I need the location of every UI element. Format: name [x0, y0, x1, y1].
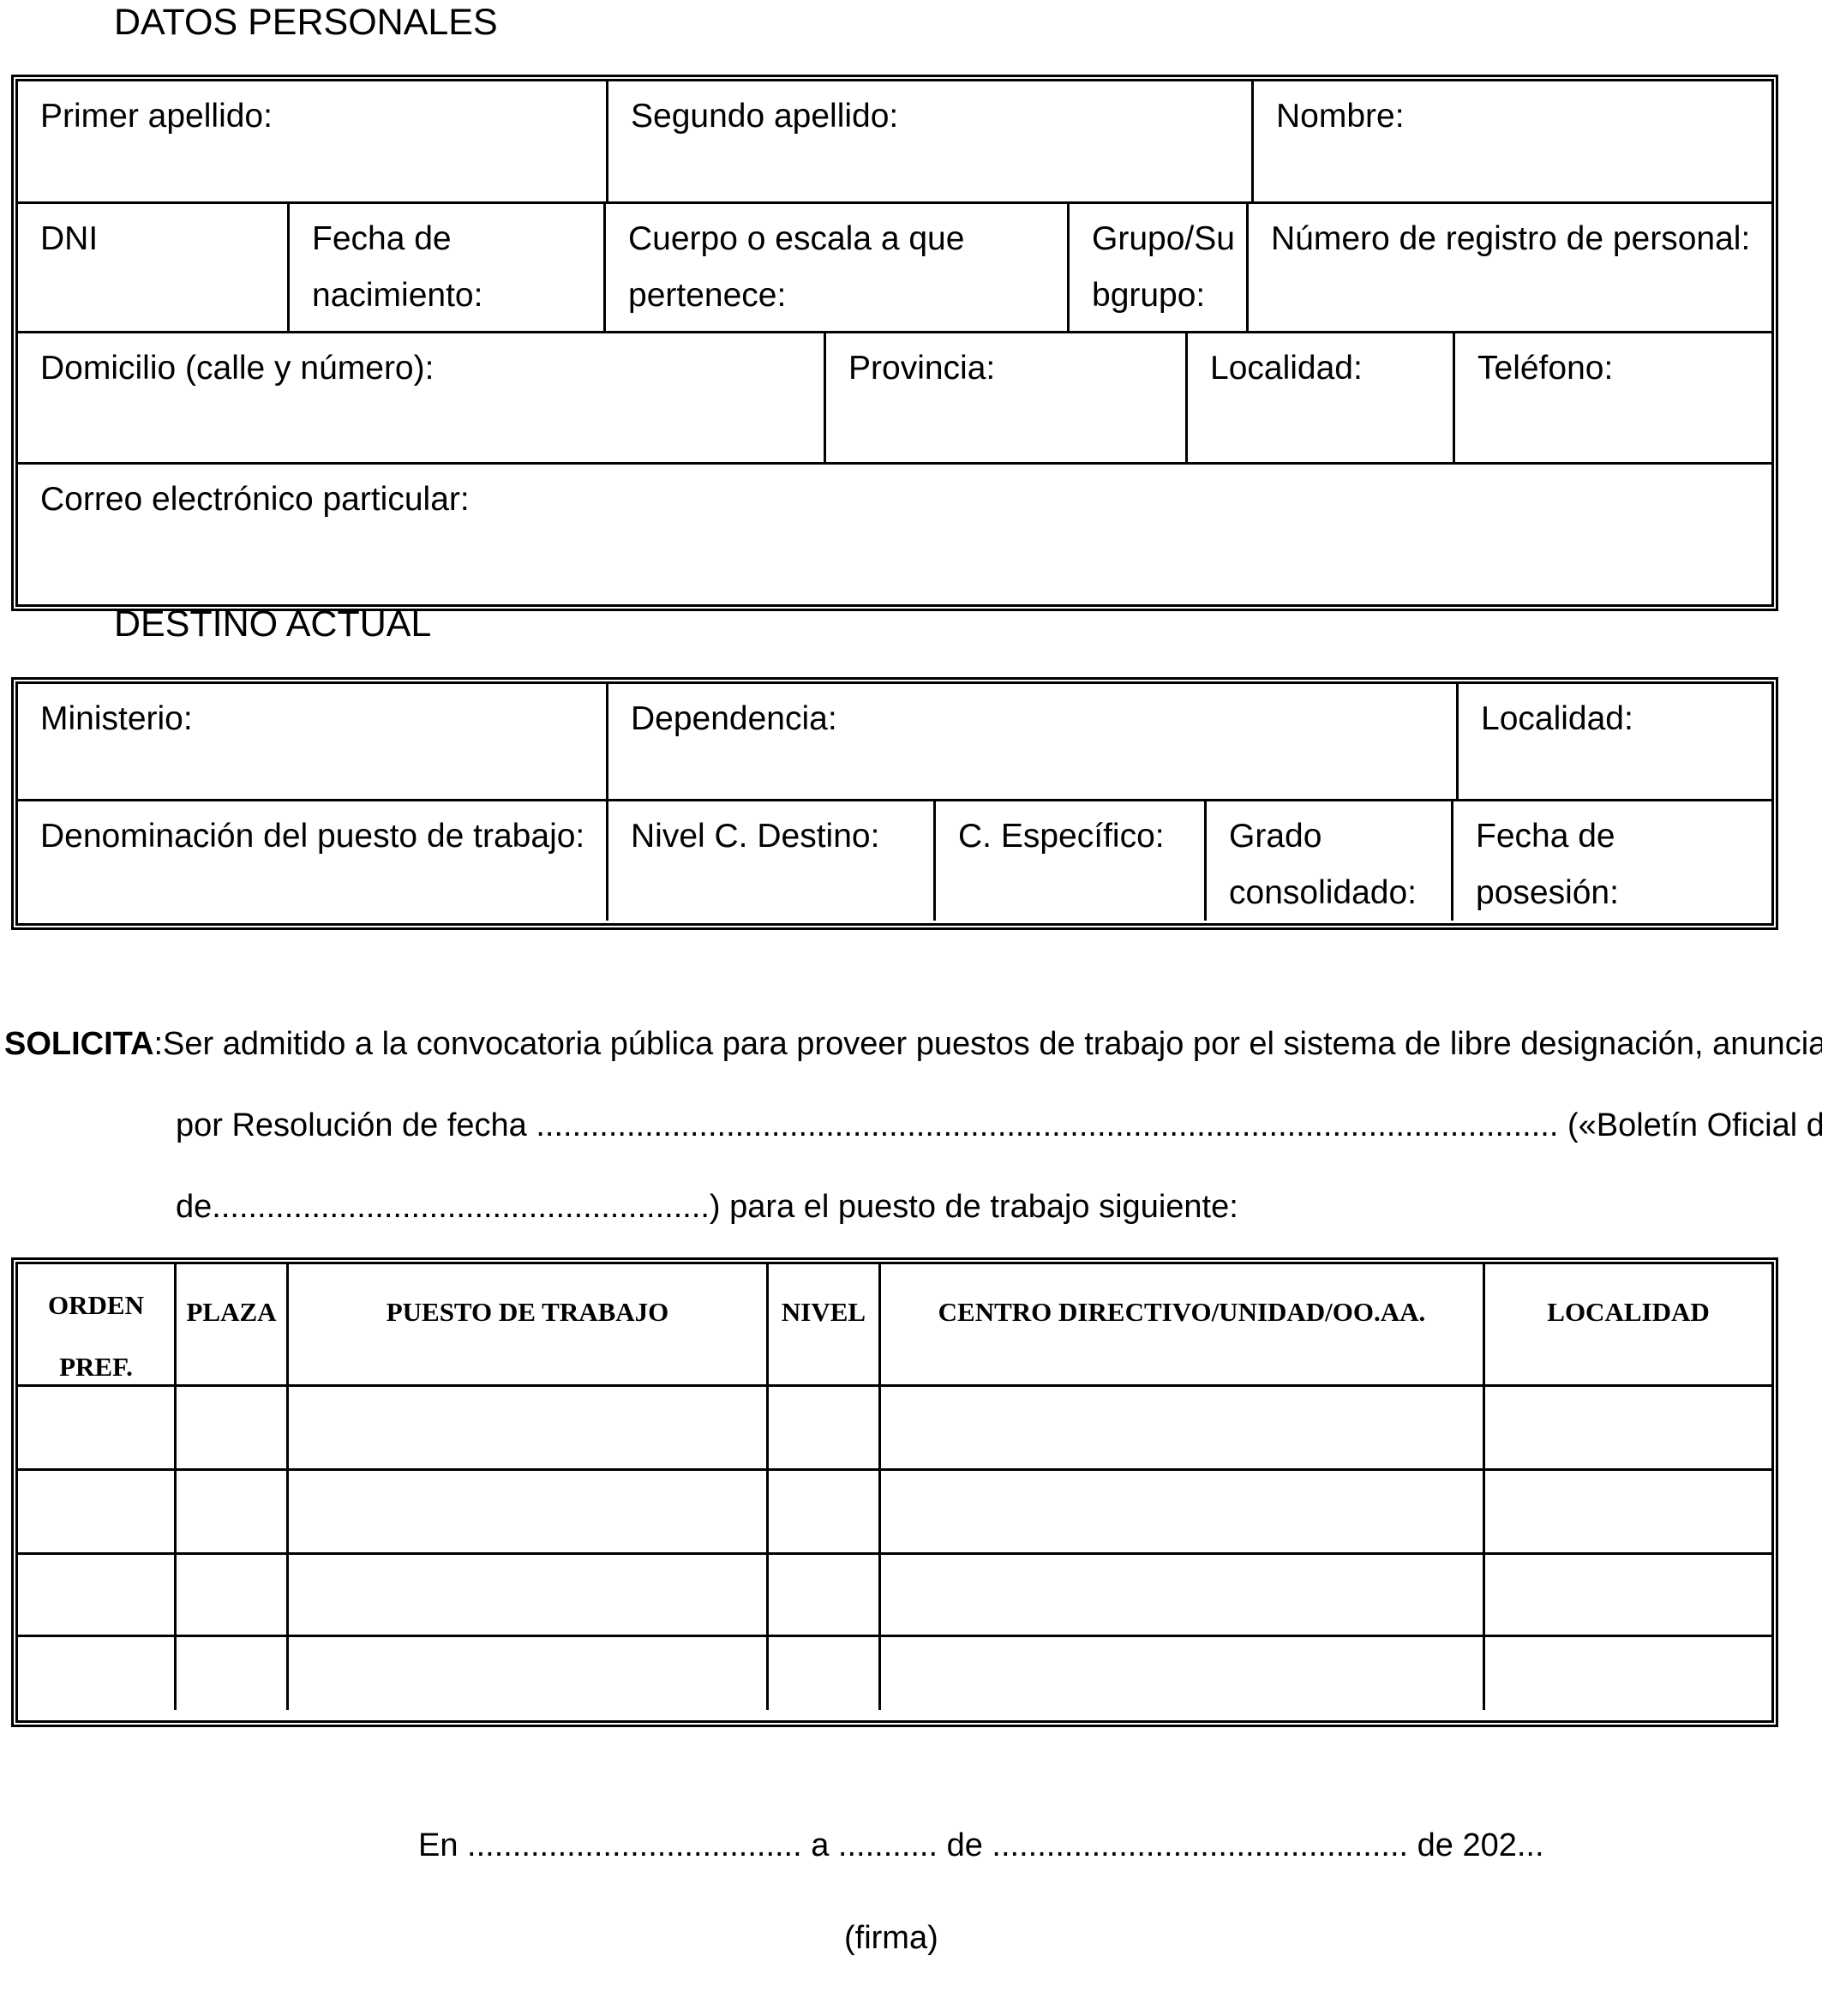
cell-centro-row1[interactable] [878, 1387, 1483, 1468]
solicita-keyword: SOLICITA [4, 1026, 154, 1062]
field-label: C. Específico: [958, 818, 1165, 855]
field-grado-consolidado[interactable]: Grado consolidado: [1204, 801, 1451, 921]
header-centro-directivo: CENTRO DIRECTIVO/UNIDAD/OO.AA. [878, 1264, 1483, 1384]
field-label: Segundo apellido: [631, 98, 899, 135]
field-telefono[interactable]: Teléfono: [1453, 333, 1771, 462]
header-plaza: PLAZA [174, 1264, 286, 1384]
field-label: Localidad: [1481, 700, 1633, 737]
table-row: Domicilio (calle y número): Provincia: L… [18, 331, 1771, 462]
field-cuerpo-escala[interactable]: Cuerpo o escala a que pertenece: [603, 204, 1067, 331]
puestos-empty-row [18, 1552, 1771, 1635]
puestos-empty-row [18, 1384, 1771, 1468]
cell-orden-pref-row3[interactable] [18, 1555, 174, 1635]
puestos-header-row: ORDEN PREF. PLAZA PUESTO DE TRABAJO NIVE… [18, 1264, 1771, 1384]
field-label: Localidad: [1210, 350, 1363, 387]
cell-nivel-row1[interactable] [766, 1387, 878, 1468]
field-denominacion-puesto[interactable]: Denominación del puesto de trabajo: [18, 801, 606, 921]
table-row: Ministerio: Dependencia: Localidad: [18, 684, 1771, 799]
field-primer-apellido[interactable]: Primer apellido: [18, 81, 606, 201]
cell-nivel-row2[interactable] [766, 1471, 878, 1552]
field-ministerio[interactable]: Ministerio: [18, 684, 606, 799]
table-row: Denominación del puesto de trabajo: Nive… [18, 799, 1771, 921]
cell-puesto-row2[interactable] [286, 1471, 766, 1552]
footer-firma: (firma) [844, 1920, 938, 1956]
puestos-empty-row [18, 1635, 1771, 1710]
table-row: Primer apellido: Segundo apellido: Nombr… [18, 81, 1771, 201]
cell-centro-row3[interactable] [878, 1555, 1483, 1635]
field-label: Fecha de nacimiento: [312, 220, 483, 314]
field-label: Dependencia: [631, 700, 837, 737]
field-dependencia[interactable]: Dependencia: [606, 684, 1456, 799]
field-localidad[interactable]: Localidad: [1185, 333, 1453, 462]
field-label: Nivel C. Destino: [631, 818, 880, 855]
field-label: Número de registro de personal: [1271, 220, 1751, 257]
cell-localidad-row1[interactable] [1483, 1387, 1771, 1468]
cell-localidad-row2[interactable] [1483, 1471, 1771, 1552]
cell-localidad-row3[interactable] [1483, 1555, 1771, 1635]
field-label: Teléfono: [1477, 350, 1614, 387]
field-correo-electronico[interactable]: Correo electrónico particular: [18, 465, 1771, 597]
field-label: Fecha de posesión: [1476, 818, 1619, 911]
cell-orden-pref-row2[interactable] [18, 1471, 174, 1552]
field-nivel-c-destino[interactable]: Nivel C. Destino: [606, 801, 933, 921]
header-puesto-de-trabajo: PUESTO DE TRABAJO [286, 1264, 766, 1384]
field-fecha-nacimiento[interactable]: Fecha de nacimiento: [287, 204, 603, 331]
field-label: Ministerio: [40, 700, 193, 737]
field-localidad-destino[interactable]: Localidad: [1456, 684, 1771, 799]
cell-nivel-row4[interactable] [766, 1637, 878, 1710]
cell-puesto-row4[interactable] [286, 1637, 766, 1710]
section-title-datos-personales: DATOS PERSONALES [114, 2, 498, 43]
field-fecha-posesion[interactable]: Fecha de posesión: [1451, 801, 1771, 921]
datos-personales-table: Primer apellido: Segundo apellido: Nombr… [11, 75, 1778, 611]
field-label: Domicilio (calle y número): [40, 350, 435, 387]
field-label: Cuerpo o escala a que pertenece: [628, 220, 965, 314]
section-title-destino-actual: DESTINO ACTUAL [114, 603, 432, 645]
field-label: Primer apellido: [40, 98, 273, 135]
field-nombre[interactable]: Nombre: [1251, 81, 1771, 201]
footer-date-line: En .....................................… [418, 1827, 1544, 1863]
field-label: Grado consolidado: [1229, 818, 1417, 911]
cell-plaza-row2[interactable] [174, 1471, 286, 1552]
field-provincia[interactable]: Provincia: [824, 333, 1185, 462]
table-row: DNI Fecha de nacimiento: Cuerpo o escala… [18, 201, 1771, 331]
cell-plaza-row3[interactable] [174, 1555, 286, 1635]
cell-plaza-row4[interactable] [174, 1637, 286, 1710]
header-orden-pref: ORDEN PREF. [48, 1290, 144, 1382]
field-label: Nombre: [1276, 98, 1405, 135]
field-label: Denominación del puesto de trabajo: [40, 818, 585, 855]
cell-puesto-row3[interactable] [286, 1555, 766, 1635]
field-label: Correo electrónico particular: [40, 481, 470, 518]
cell-orden-pref-row4[interactable] [18, 1637, 174, 1710]
field-label: Grupo/Subgrupo: [1092, 220, 1235, 314]
solicita-text-1: Ser admitido a la convocatoria pública p… [163, 1026, 1822, 1062]
puestos-empty-row [18, 1468, 1771, 1552]
field-domicilio[interactable]: Domicilio (calle y número): [18, 333, 824, 462]
cell-puesto-row1[interactable] [286, 1387, 766, 1468]
field-segundo-apellido[interactable]: Segundo apellido: [606, 81, 1251, 201]
destino-actual-table: Ministerio: Dependencia: Localidad: Deno… [11, 677, 1778, 930]
field-grupo-subgrupo[interactable]: Grupo/Subgrupo: [1067, 204, 1246, 331]
field-label: Provincia: [848, 350, 996, 387]
cell-orden-pref-row1[interactable] [18, 1387, 174, 1468]
solicita-text-3: de......................................… [176, 1189, 1238, 1225]
table-row: Correo electrónico particular: [18, 462, 1771, 597]
solicita-line-1: SOLICITA: [4, 1024, 163, 1064]
solicita-colon: : [153, 1026, 164, 1062]
field-numero-registro[interactable]: Número de registro de personal: [1246, 204, 1771, 331]
cell-nivel-row3[interactable] [766, 1555, 878, 1635]
field-label: DNI [40, 220, 99, 257]
header-localidad: LOCALIDAD [1483, 1264, 1771, 1384]
solicita-text-2: por Resolución de fecha ................… [176, 1107, 1822, 1143]
cell-centro-row2[interactable] [878, 1471, 1483, 1552]
field-dni[interactable]: DNI [18, 204, 287, 331]
cell-centro-row4[interactable] [878, 1637, 1483, 1710]
cell-localidad-row4[interactable] [1483, 1637, 1771, 1710]
field-c-especifico[interactable]: C. Específico: [933, 801, 1204, 921]
header-nivel: NIVEL [766, 1264, 878, 1384]
cell-plaza-row1[interactable] [174, 1387, 286, 1468]
puestos-table: ORDEN PREF. PLAZA PUESTO DE TRABAJO NIVE… [11, 1257, 1778, 1727]
